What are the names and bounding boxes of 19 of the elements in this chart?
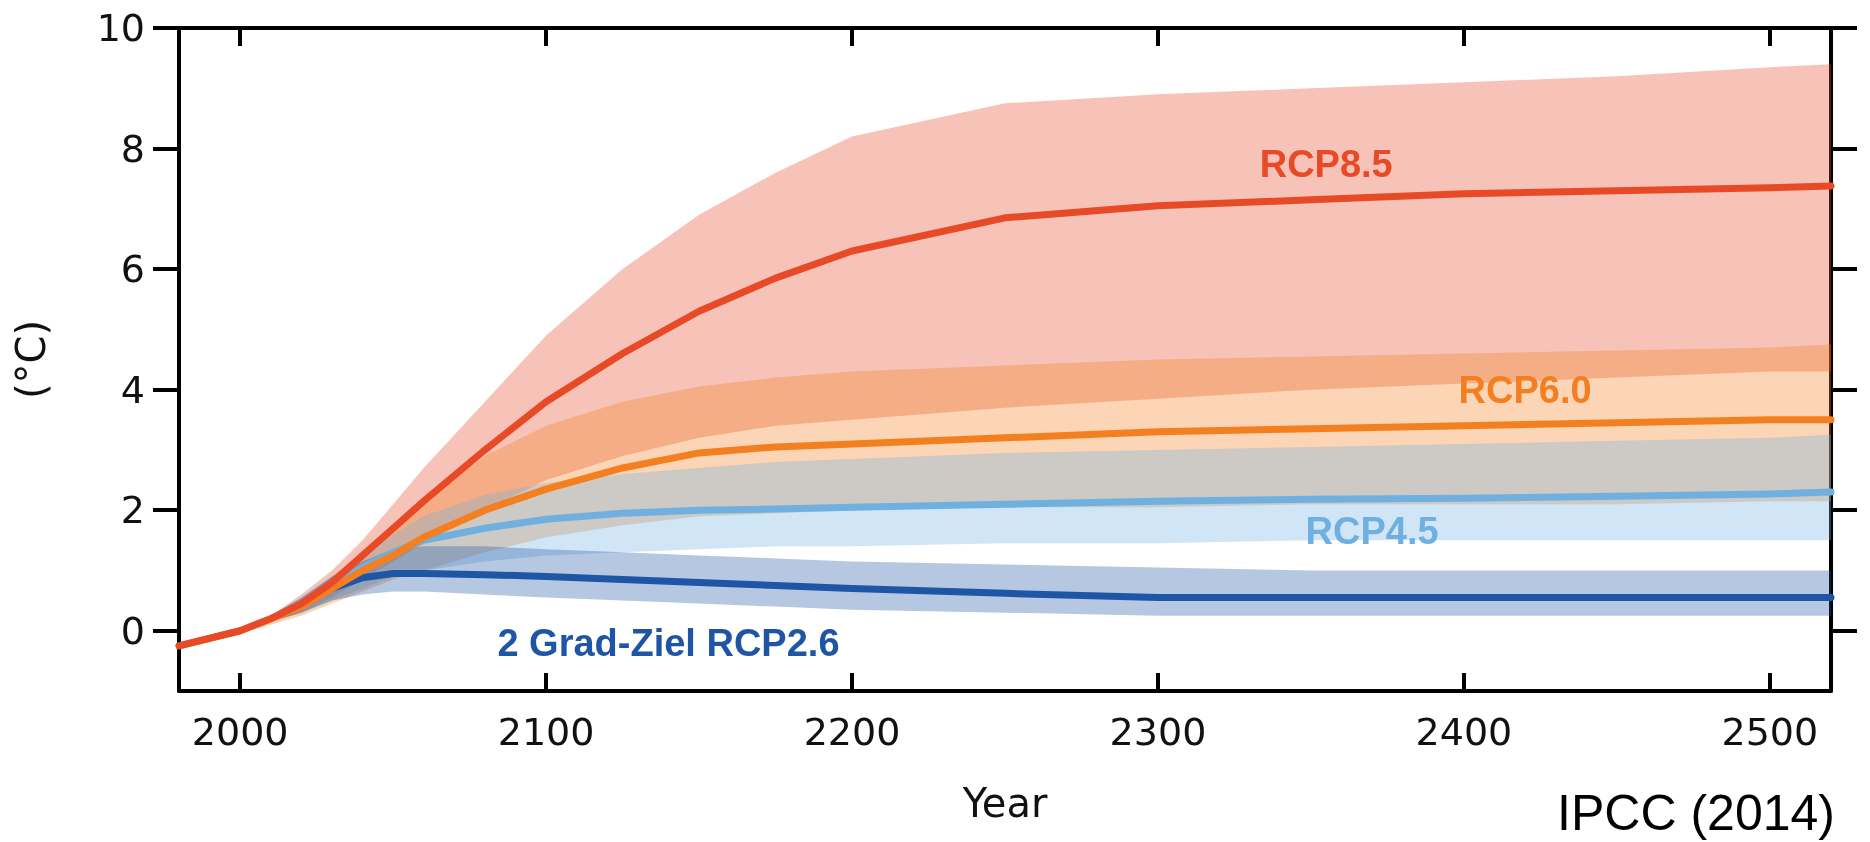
x-tick-label: 2300 bbox=[1109, 710, 1207, 754]
x-tick-label: 2000 bbox=[191, 710, 289, 754]
series-label: RCP4.5 bbox=[1305, 510, 1439, 553]
text: IPCC (2014) bbox=[1557, 785, 1836, 841]
series-label: RCP8.5 bbox=[1259, 142, 1393, 185]
y-tick-label: 0 bbox=[120, 608, 145, 653]
y-tick-label: 4 bbox=[120, 367, 145, 412]
x-tick-label: 2500 bbox=[1721, 710, 1819, 754]
x-axis-title: Year bbox=[961, 780, 1048, 826]
series-label: 2 Grad-Ziel RCP2.6 bbox=[497, 621, 840, 664]
y-tick-label: 10 bbox=[96, 6, 145, 50]
y-tick-label: 2 bbox=[120, 488, 145, 533]
x-tick-label: 2400 bbox=[1415, 710, 1513, 754]
y-tick-label: 8 bbox=[120, 126, 145, 171]
y-tick-label: 6 bbox=[120, 247, 145, 292]
y-axis-title: (°C) bbox=[8, 319, 54, 400]
x-tick-label: 2100 bbox=[497, 710, 595, 754]
x-tick-label: 2200 bbox=[803, 710, 901, 754]
series-label: RCP6.0 bbox=[1458, 368, 1592, 411]
